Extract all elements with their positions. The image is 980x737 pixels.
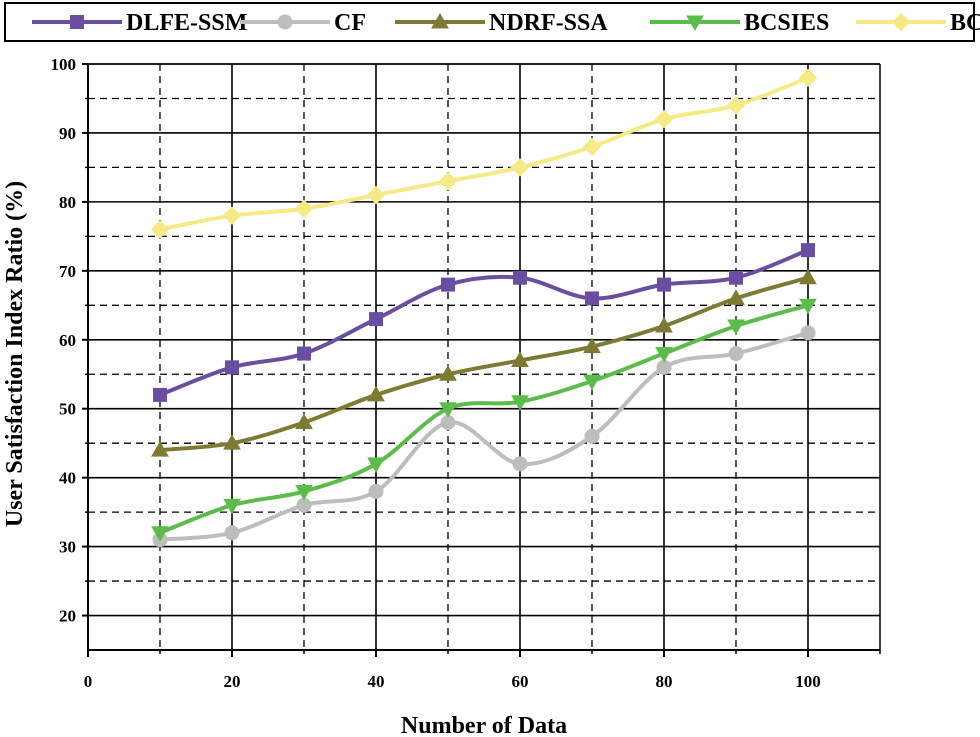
y-tick-label-40: 40	[59, 469, 76, 488]
point-ndrf-ssa-30	[295, 413, 313, 429]
y-tick-label-60: 60	[59, 331, 76, 350]
legend-label-bcsies: BCSIES	[744, 10, 829, 36]
legend-label-dlfe-ssm: DLFE-SSM	[126, 10, 247, 36]
series-ndrf-ssa	[151, 268, 817, 457]
axes: 20 30 40 50 60 70 80 90 100 0 20 40 60 80 100	[51, 55, 881, 691]
y-tick-label-100: 100	[51, 55, 77, 74]
point-bcepp-100	[798, 68, 818, 87]
point-ndrf-ssa-20	[223, 434, 241, 450]
point-bcsies-10	[151, 526, 169, 542]
series-line-cf	[159, 330, 809, 542]
y-axis-title: User Satisfaction Index Ratio (%)	[2, 181, 28, 527]
point-bcepp-50	[438, 171, 458, 191]
x-tick-label-0: 0	[84, 672, 93, 691]
legend-item-cf: CF	[240, 10, 366, 36]
x-axis-title: Number of Data	[401, 713, 567, 737]
point-cf-40	[368, 483, 384, 499]
x-tick-label-60: 60	[512, 672, 529, 691]
y-tick-label-80: 80	[59, 193, 76, 212]
legend: DLFE-SSM CF NDRF-SSA BCSIES BCEPP	[4, 2, 980, 42]
legend-box	[4, 2, 975, 42]
point-ndrf-ssa-100	[799, 268, 817, 285]
legend-label-bcepp: BCEPP	[950, 10, 980, 36]
series-bcepp	[150, 68, 818, 239]
series-line-bcepp	[159, 75, 809, 232]
legend-item-dlfe-ssm: DLFE-SSM	[32, 10, 247, 36]
series-line-bcsies	[159, 303, 809, 535]
y-tick-label-30: 30	[59, 538, 76, 557]
point-dlfe-ssm-90	[729, 270, 743, 285]
point-cf-20	[224, 525, 240, 541]
legend-marker-cf	[277, 14, 293, 30]
legend-marker-dlfe-ssm	[70, 15, 84, 29]
series-line-dlfe-ssm	[159, 248, 809, 397]
point-bcepp-70	[582, 137, 602, 156]
y-tick-label-90: 90	[59, 124, 76, 143]
y-tick-label-70: 70	[59, 262, 76, 281]
point-bcepp-20	[222, 206, 242, 225]
legend-label-ndrf-ssa: NDRF-SSA	[489, 10, 608, 36]
series-line-ndrf-ssa	[159, 275, 809, 453]
legend-marker-ndrf-ssa	[431, 12, 449, 29]
legend-marker-bcepp	[891, 12, 911, 32]
point-bcsies-100	[799, 298, 817, 315]
point-dlfe-ssm-60	[513, 270, 527, 285]
legend-label-cf: CF	[334, 10, 366, 36]
grid	[88, 63, 880, 650]
series-bcsies	[151, 298, 817, 542]
point-dlfe-ssm-80	[657, 277, 671, 292]
x-tick-label-20: 20	[224, 672, 241, 691]
point-dlfe-ssm-50	[441, 277, 455, 292]
point-bcsies-40	[367, 457, 385, 473]
point-bcsies-50	[439, 402, 457, 418]
series-layer	[150, 68, 818, 548]
point-bcepp-60	[510, 158, 530, 177]
point-bcepp-80	[654, 109, 674, 129]
y-tick-label-20: 20	[59, 607, 76, 626]
x-tick-label-40: 40	[368, 672, 385, 691]
point-dlfe-ssm-100	[801, 243, 815, 258]
series-cf	[152, 325, 816, 548]
point-bcepp-90	[726, 96, 746, 115]
point-cf-90	[728, 346, 744, 362]
y-tick-label-50: 50	[59, 400, 76, 419]
point-bcepp-30	[294, 199, 314, 218]
point-ndrf-ssa-50	[439, 365, 457, 381]
point-bcsies-90	[727, 319, 745, 335]
point-ndrf-ssa-10	[151, 441, 169, 457]
point-dlfe-ssm-40	[369, 312, 383, 327]
point-dlfe-ssm-30	[297, 346, 311, 361]
legend-item-ndrf-ssa: NDRF-SSA	[395, 10, 608, 36]
legend-marker-bcsies	[686, 15, 704, 32]
point-ndrf-ssa-70	[583, 337, 601, 354]
point-dlfe-ssm-70	[585, 291, 599, 306]
point-ndrf-ssa-60	[511, 351, 529, 367]
point-bcsies-80	[655, 347, 673, 363]
point-bcsies-60	[511, 395, 529, 411]
point-ndrf-ssa-40	[367, 385, 385, 402]
point-ndrf-ssa-80	[655, 316, 673, 333]
x-tick-label-80: 80	[656, 672, 673, 691]
point-cf-60	[512, 456, 528, 472]
point-bcsies-30	[295, 484, 313, 501]
point-bcsies-70	[583, 374, 601, 391]
point-bcepp-40	[366, 185, 386, 205]
point-cf-100	[800, 325, 816, 341]
point-ndrf-ssa-90	[727, 289, 745, 305]
series-dlfe-ssm	[153, 243, 815, 402]
point-cf-70	[584, 428, 600, 444]
point-dlfe-ssm-10	[153, 387, 167, 402]
point-dlfe-ssm-20	[225, 360, 239, 375]
legend-item-bcsies: BCSIES	[650, 10, 829, 36]
point-bcepp-10	[150, 220, 170, 239]
x-tick-label-100: 100	[795, 672, 821, 691]
legend-item-bcepp: BCEPP	[856, 10, 980, 36]
point-bcsies-20	[223, 498, 241, 515]
